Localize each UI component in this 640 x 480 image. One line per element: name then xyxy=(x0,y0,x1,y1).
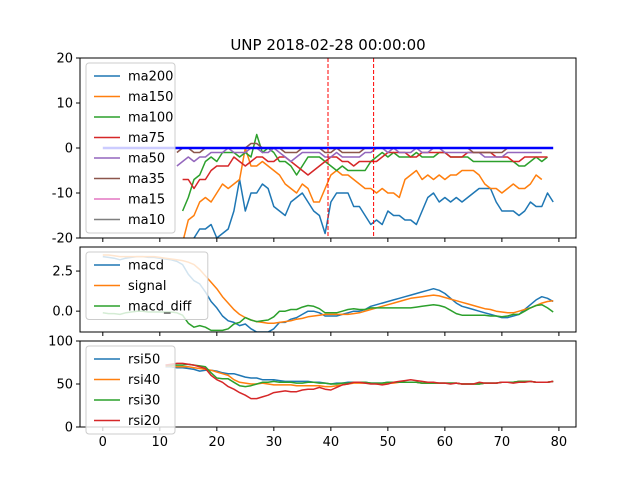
legend-label-ma35: ma35 xyxy=(128,172,165,187)
x-tick-label: 20 xyxy=(209,435,226,450)
series-ma100 xyxy=(181,133,548,212)
legend-label-macd_diff: macd_diff xyxy=(128,300,192,315)
legend-label-rsi50: rsi50 xyxy=(128,353,160,368)
legend: ma200 ma150 ma100 ma75 ma50 ma35 ma15 ma10 xyxy=(85,62,176,234)
legend-label-ma150: ma150 xyxy=(128,90,173,105)
x-tick-label: 80 xyxy=(551,435,568,450)
series-ma50 xyxy=(176,147,542,167)
legend-label-ma100: ma100 xyxy=(128,111,173,126)
x-tick-label: 40 xyxy=(323,435,340,450)
plot-area xyxy=(165,362,554,400)
plot-area xyxy=(102,58,554,238)
y-tick-label: 50 xyxy=(56,378,73,393)
x-tick-label: 50 xyxy=(380,435,397,450)
y-tick-label: -10 xyxy=(52,187,73,202)
y-tick-label: 10 xyxy=(56,97,73,112)
y-tick-label: 0 xyxy=(65,421,73,436)
y-tick-label: 100 xyxy=(48,335,73,350)
chart-title: UNP 2018-02-28 00:00:00 xyxy=(230,36,425,54)
legend-label-rsi40: rsi40 xyxy=(128,373,160,388)
x-tick-label: 30 xyxy=(266,435,283,450)
legend-label-ma10: ma10 xyxy=(128,213,165,228)
x-tick-label: 60 xyxy=(437,435,454,450)
legend: rsi50 rsi40 rsi30 rsi20 xyxy=(85,345,176,435)
y-tick-label: 20 xyxy=(56,52,73,67)
y-tick-label: -20 xyxy=(52,232,73,247)
legend-label-ma200: ma200 xyxy=(128,70,173,85)
series-rsi20 xyxy=(165,362,554,400)
y-tick-label: 0.0 xyxy=(52,305,73,320)
axes-frame xyxy=(79,246,577,333)
panels: -20-1001020ma200ma150ma100ma75ma50ma35ma… xyxy=(48,52,577,450)
legend-label-ma75: ma75 xyxy=(128,131,165,146)
x-tick-label: 0 xyxy=(99,435,107,450)
series-ma150 xyxy=(182,147,543,238)
x-tick-label: 70 xyxy=(494,435,511,450)
y-tick-label: 0 xyxy=(65,142,73,157)
legend-label-ma50: ma50 xyxy=(128,152,165,167)
legend-box xyxy=(85,345,176,435)
panel-macd: 0.0 2.5 macd signal macd_diff xyxy=(52,246,577,336)
legend-box xyxy=(85,62,176,234)
series-rsi50 xyxy=(165,366,554,385)
legend-label-macd: macd xyxy=(128,259,164,274)
legend-box xyxy=(85,251,209,320)
legend-label-signal: signal xyxy=(128,279,166,294)
y-tick-label: 2.5 xyxy=(52,265,73,280)
x-tick-label: 10 xyxy=(152,435,169,450)
legend: macd signal macd_diff xyxy=(85,251,209,320)
panel-moving-averages: -20-1001020ma200ma150ma100ma75ma50ma35ma… xyxy=(52,52,577,247)
legend-label-ma15: ma15 xyxy=(128,193,165,208)
legend-label-rsi30: rsi30 xyxy=(128,394,160,409)
legend-label-rsi20: rsi20 xyxy=(128,414,160,429)
